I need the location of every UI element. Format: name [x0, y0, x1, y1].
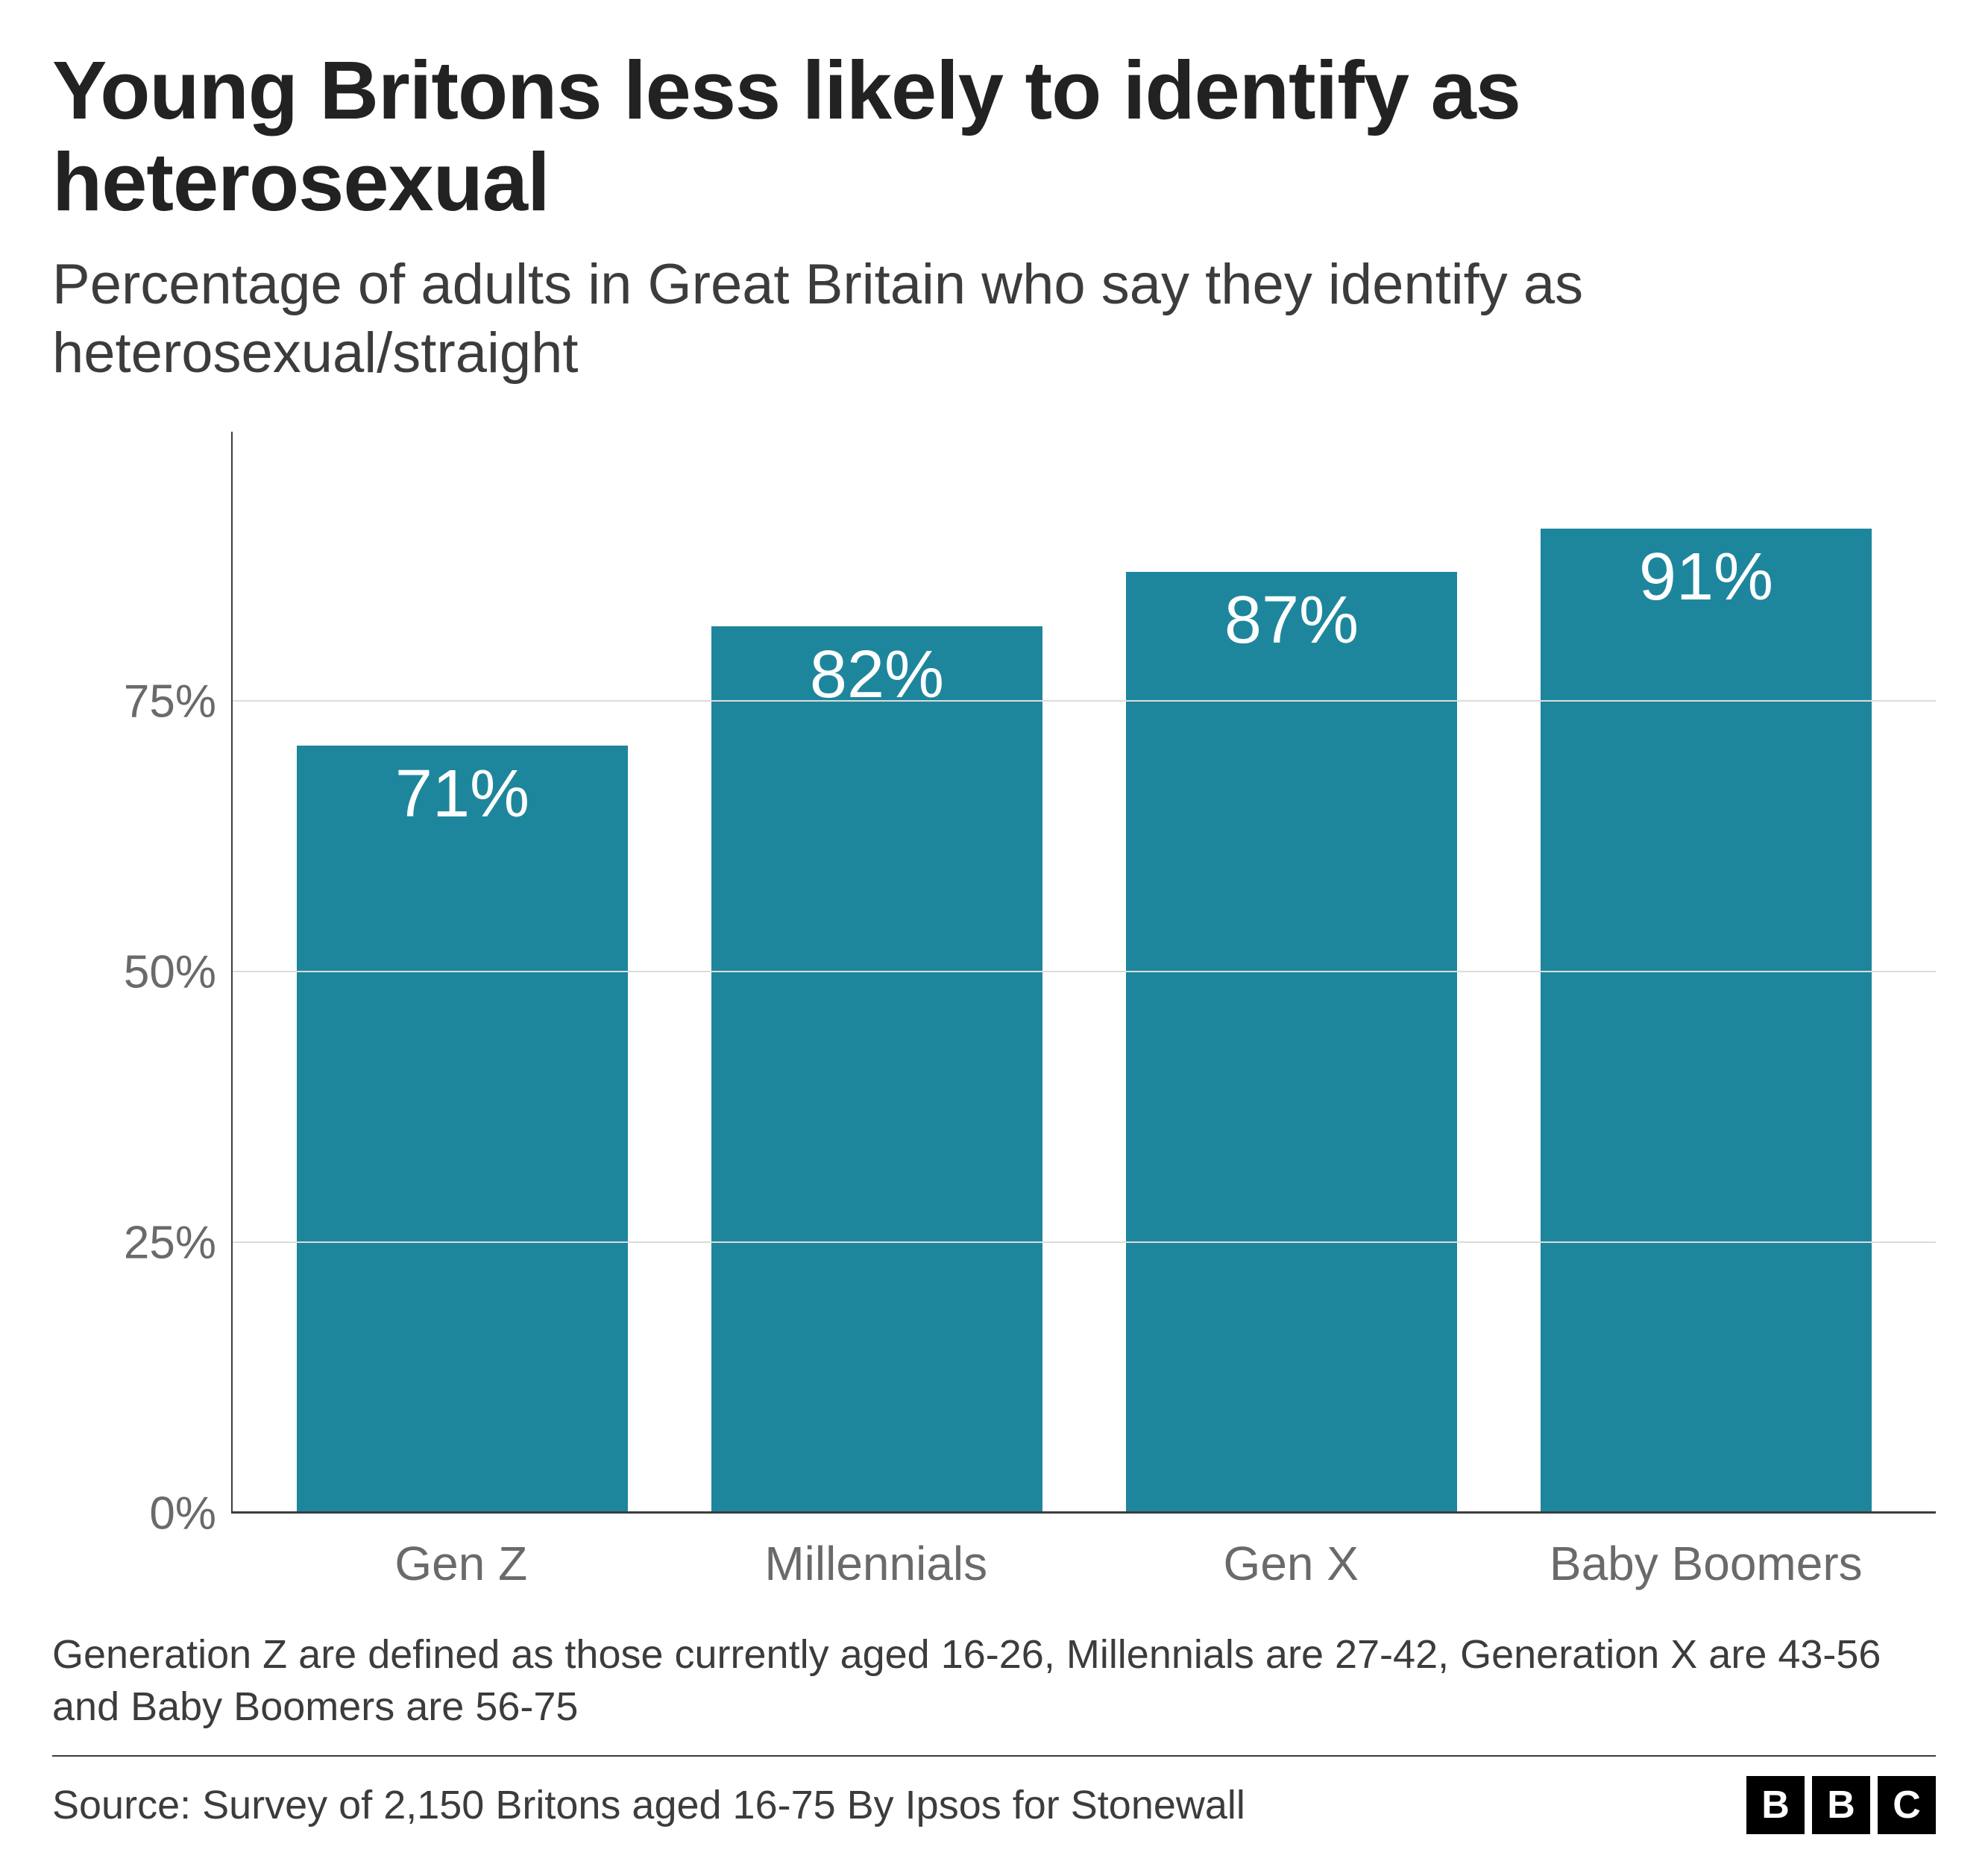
bbc-logo-block: C [1878, 1776, 1936, 1834]
x-axis-label: Gen Z [254, 1536, 669, 1591]
bar-slot: 91% [1499, 432, 1913, 1514]
bar-value-label: 71% [395, 756, 529, 833]
chart-footer: Source: Survey of 2,150 Britons aged 16-… [52, 1755, 1936, 1834]
y-tick-label: 0% [149, 1487, 216, 1540]
bar-slot: 82% [670, 432, 1084, 1514]
bar-slot: 71% [255, 432, 670, 1514]
x-axis-label: Baby Boomers [1499, 1536, 1914, 1591]
bar-slot: 87% [1084, 432, 1499, 1514]
x-axis-label: Millennials [669, 1536, 1084, 1591]
chart-note: Generation Z are defined as those curren… [52, 1628, 1936, 1755]
bbc-logo-block: B [1812, 1776, 1870, 1834]
x-axis-labels: Gen ZMillennialsGen XBaby Boomers [231, 1514, 1936, 1591]
bar: 71% [297, 746, 629, 1514]
bbc-logo-block: B [1746, 1776, 1805, 1834]
y-tick-label: 50% [124, 946, 216, 999]
y-tick-label: 25% [124, 1216, 216, 1269]
bar-value-label: 87% [1224, 582, 1359, 659]
bar: 82% [711, 626, 1043, 1514]
bar: 91% [1541, 529, 1872, 1513]
gridline [233, 1241, 1936, 1243]
chart-subtitle: Percentage of adults in Great Britain wh… [52, 251, 1936, 386]
source-text: Source: Survey of 2,150 Britons aged 16-… [52, 1782, 1245, 1828]
x-axis-label: Gen X [1083, 1536, 1499, 1591]
bbc-logo: BBC [1746, 1776, 1936, 1834]
y-axis: 0%25%50%75% [52, 432, 231, 1514]
x-axis-line [233, 1511, 1936, 1514]
chart-container: 0% 25% 50% 75% 71% 82% 87% 91% Gen ZMillennial… [52, 432, 1936, 1591]
y-tick-label: 75% [124, 676, 216, 728]
chart-title: Young Britons less likely to identify as… [52, 45, 1936, 228]
chart-plot-area: 0%25%50%75% 71%82%87%91% [52, 432, 1936, 1514]
gridline [233, 700, 1936, 702]
gridline [233, 971, 1936, 972]
bar-value-label: 91% [1639, 539, 1773, 616]
bar-value-label: 82% [810, 637, 944, 714]
x-axis: Gen ZMillennialsGen XBaby Boomers [52, 1514, 1936, 1591]
bar: 87% [1126, 572, 1458, 1513]
plot-region: 71% 82% 87% 91% [231, 432, 1936, 1514]
bars-group: 71% 82% 87% 91% [233, 432, 1936, 1514]
